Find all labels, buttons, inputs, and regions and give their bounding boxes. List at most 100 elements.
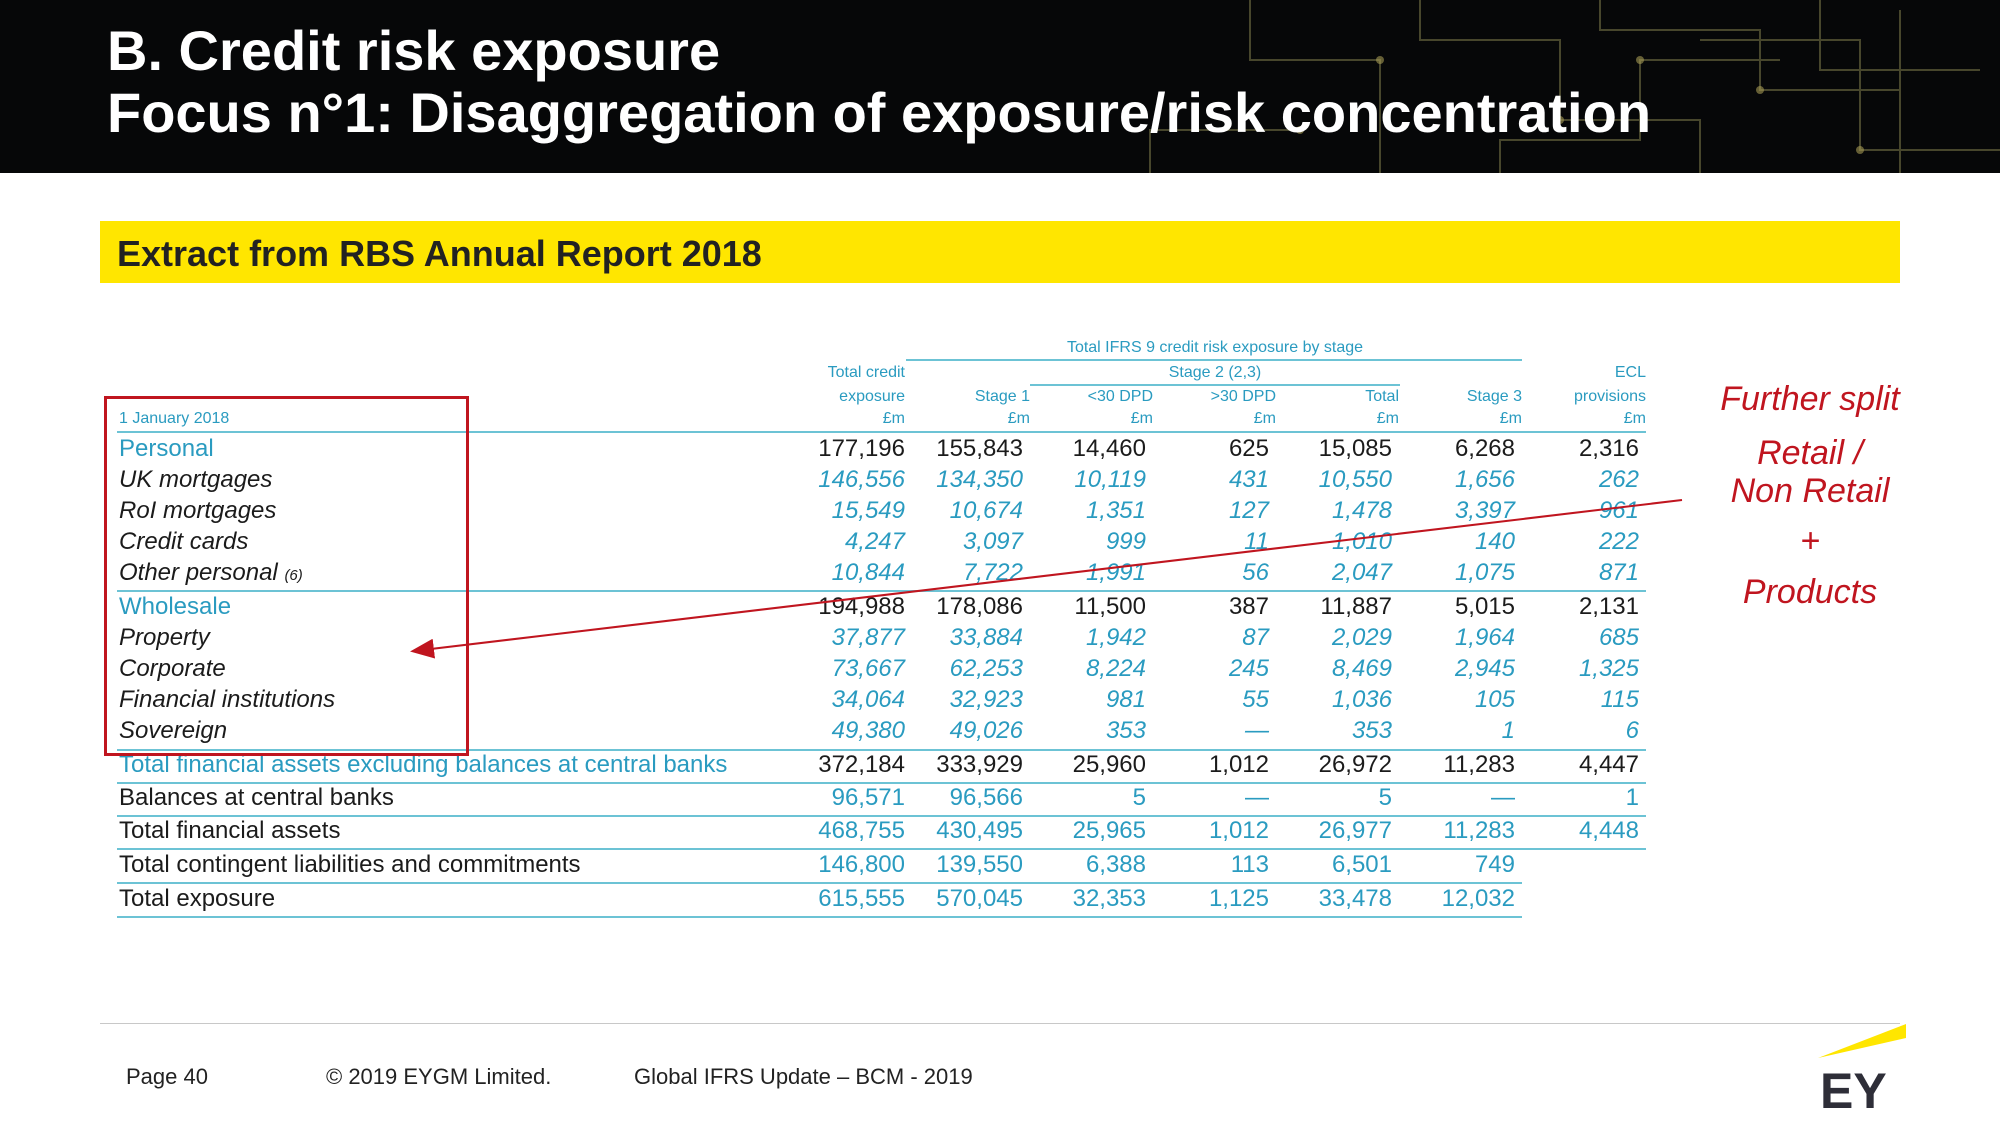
row-label: RoI mortgages: [119, 497, 277, 524]
table-cell: 34,064: [831, 686, 905, 713]
table-cell: 155,843: [936, 435, 1023, 462]
col-total-credit-h3: £m: [882, 410, 905, 427]
table-cell: 1,125: [1208, 885, 1269, 912]
table-cell: 177,196: [818, 435, 905, 462]
col-gt30-h2: £m: [1253, 410, 1276, 427]
table-cell: 1,351: [1085, 497, 1146, 524]
row-label: Property: [119, 624, 210, 651]
table-cell: 87: [1242, 624, 1269, 651]
table-cell: 15,085: [1318, 435, 1392, 462]
table-cell: 5: [1132, 784, 1146, 811]
table-cell: 372,184: [818, 751, 905, 778]
table-cell: 1,964: [1454, 624, 1515, 651]
table-cell: 11,283: [1443, 817, 1515, 844]
table-cell: 55: [1242, 686, 1269, 713]
row-label: UK mortgages: [119, 466, 273, 493]
copyright: © 2019 EYGM Limited.: [326, 1064, 552, 1089]
banner-text: Extract from RBS Annual Report 2018: [117, 233, 762, 274]
table-cell: 10,119: [1074, 466, 1146, 493]
col-lt30-h2: £m: [1130, 410, 1153, 427]
wholesale-rule: [117, 749, 1646, 751]
table-cell: —: [1491, 784, 1515, 811]
section-banner: Extract from RBS Annual Report 2018: [100, 221, 1900, 283]
table-cell: 1,075: [1454, 559, 1515, 586]
table-cell: 6,388: [1085, 851, 1146, 878]
table-cell: 32,923: [949, 686, 1023, 713]
table-cell: 4,448: [1578, 817, 1639, 844]
row-label: Balances at central banks: [119, 784, 394, 811]
row-label: Total exposure: [119, 885, 276, 912]
col-ecl-h1: ECL: [1614, 364, 1646, 381]
col-ecl-h2: provisions: [1573, 388, 1646, 405]
table-cell: 749: [1474, 851, 1515, 878]
table-cell: 5,015: [1454, 593, 1515, 620]
table-cell: 353: [1105, 717, 1146, 744]
circuit-background: [1149, 0, 2000, 173]
table-cell: 333,929: [936, 751, 1023, 778]
row-label: Total financial assets: [119, 817, 341, 844]
table-cell: 32,353: [1072, 885, 1146, 912]
col-stage1-h2: £m: [1007, 410, 1030, 427]
personal-total-rule: [117, 590, 1646, 592]
table-cell: 5: [1378, 784, 1392, 811]
col-ecl-h3: £m: [1623, 410, 1646, 427]
table-cell: 353: [1351, 717, 1392, 744]
table-cell: 2,047: [1331, 559, 1392, 586]
stage2-header-rule: [1030, 384, 1400, 386]
table-cell: 73,667: [831, 655, 905, 682]
table-cell: 105: [1474, 686, 1515, 713]
col-total-h1: Total: [1365, 388, 1399, 405]
table-cell: 11,887: [1320, 593, 1392, 620]
table-cell: 262: [1598, 466, 1639, 493]
slide-title-line2: Focus n°1: Disaggregation of exposure/ri…: [107, 81, 1652, 144]
table-cell: 96,571: [831, 784, 905, 811]
table-cell: 146,800: [818, 851, 905, 878]
row-label: Sovereign: [119, 717, 228, 744]
table-cell: 6,268: [1454, 435, 1515, 462]
annotation-line1: Further split: [1720, 380, 1900, 418]
table-cell: 1,036: [1331, 686, 1392, 713]
table-cell: 33,478: [1318, 885, 1392, 912]
table-cell: 11,500: [1074, 593, 1146, 620]
table-cell: 4,247: [844, 528, 905, 555]
table-cell: 14,460: [1072, 435, 1146, 462]
annotation-line5: Products: [1742, 573, 1878, 611]
col-total-credit-h2: exposure: [839, 388, 905, 405]
ey-logo: EY: [1818, 1024, 1906, 1112]
col-lt30-h1: <30 DPD: [1087, 388, 1153, 405]
row-label: Credit cards: [119, 528, 249, 555]
table-cell: 387: [1228, 593, 1269, 620]
table-cell: 6,501: [1331, 851, 1392, 878]
table-cell: 2,131: [1578, 593, 1639, 620]
table-cell: 570,045: [936, 885, 1023, 912]
col-stage1-h1: Stage 1: [974, 388, 1030, 405]
row-label: Other personal (6): [119, 559, 303, 587]
col-total-credit-h1: Total credit: [827, 364, 905, 381]
table-cell: —: [1245, 784, 1269, 811]
table-cell: 96,566: [949, 784, 1023, 811]
col-total-h2: £m: [1376, 410, 1399, 427]
footer-rule: [100, 1023, 1900, 1024]
table-cell: 4,447: [1578, 751, 1639, 778]
table-cell: 1,942: [1085, 624, 1146, 651]
row-label: Personal: [119, 435, 214, 462]
rule: [117, 882, 1522, 884]
table-cell: 961: [1598, 497, 1639, 524]
page-number: Page 40: [126, 1064, 208, 1089]
table-cell: 115: [1600, 686, 1639, 713]
table-cell: 140: [1474, 528, 1515, 555]
table-cell: 12,032: [1441, 885, 1515, 912]
table-cell: 8,224: [1085, 655, 1146, 682]
table-cell: 1,325: [1578, 655, 1639, 682]
table-cell: 49,380: [831, 717, 905, 744]
table-cell: —: [1245, 717, 1269, 744]
rule: [117, 916, 1522, 918]
table-cell: 2,029: [1331, 624, 1392, 651]
table-cell: 1,012: [1208, 751, 1269, 778]
annotation-line3: Non Retail: [1730, 472, 1890, 510]
table-cell: 37,877: [831, 624, 905, 651]
table-cell: 430,495: [936, 817, 1023, 844]
table-cell: 625: [1228, 435, 1269, 462]
annotation-line4: +: [1800, 522, 1820, 560]
